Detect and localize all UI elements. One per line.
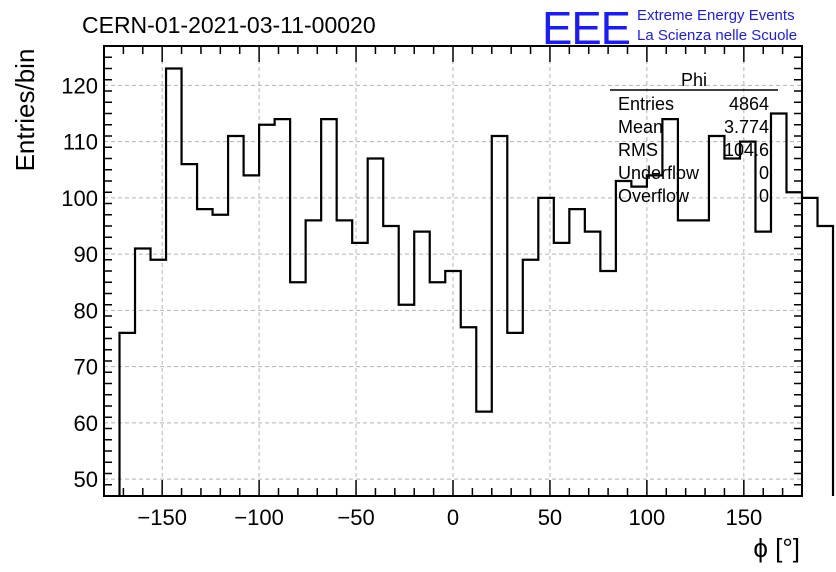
histogram-bin [647, 175, 663, 496]
histogram-bin [631, 187, 647, 496]
histogram-bin [337, 220, 353, 496]
histogram-bin [693, 220, 709, 496]
stats-box: Phi Entries 4864 Mean 3.774 RMS 104.6 Un… [610, 70, 778, 206]
histogram-bin [182, 164, 198, 496]
histogram-bin [476, 412, 492, 496]
histogram-bin [507, 333, 523, 496]
histogram-bin [228, 136, 244, 496]
histogram-bin [321, 119, 337, 496]
x-tick-label: −150 [137, 505, 187, 530]
histogram-bin [306, 220, 322, 496]
stats-value: 104.6 [724, 140, 769, 160]
histogram-bin [244, 175, 260, 496]
y-tick-label: 110 [63, 130, 98, 155]
histogram-bin [755, 232, 771, 496]
histogram-bin [802, 198, 818, 496]
y-tick-label: 50 [74, 467, 98, 492]
histogram-bin [368, 159, 384, 497]
y-tick-label: 90 [74, 242, 98, 267]
y-axis-title: Entries/bin [10, 49, 40, 172]
histogram-bin [259, 125, 275, 496]
histogram-bin [600, 271, 616, 496]
stats-value: 4864 [729, 94, 769, 114]
logo: EEE Extreme Energy Events La Scienza nel… [542, 2, 797, 54]
histogram-bin [492, 136, 508, 496]
x-axis-title: ϕ [°] [753, 533, 800, 563]
stats-title: Phi [681, 70, 707, 90]
histogram-bin [585, 232, 601, 496]
x-tick-label: 100 [629, 505, 666, 530]
stats-label: Underflow [618, 163, 700, 183]
histogram-bin [166, 69, 182, 497]
histogram-bin [569, 209, 585, 496]
histogram-bin [771, 114, 787, 497]
histogram-bin [151, 260, 167, 496]
logo-mark: EEE [542, 2, 630, 54]
histogram-bin [523, 260, 539, 496]
histogram-bin [554, 243, 570, 496]
tick-labels: −150 −100 −50 0 50 100 150 50 60 70 80 90 100 110 120 [61, 73, 762, 530]
histogram-bin [135, 249, 151, 497]
stats-label: Entries [618, 94, 674, 114]
axes [103, 45, 803, 497]
histogram-bin [678, 220, 694, 496]
x-tick-label: 0 [447, 505, 459, 530]
histogram-bin [383, 226, 399, 496]
stats-value: 3.774 [724, 117, 769, 137]
x-tick-label: 150 [725, 505, 762, 530]
histogram [118, 67, 835, 497]
histogram-bin [818, 226, 834, 496]
y-tick-label: 70 [74, 355, 98, 380]
logo-line-1: Extreme Energy Events [637, 7, 795, 24]
x-tick-label: 50 [538, 505, 562, 530]
histogram-bin [538, 198, 554, 496]
stats-label: RMS [618, 140, 658, 160]
histogram-bin [461, 327, 477, 496]
histogram-bin [120, 333, 136, 496]
histogram-bin [616, 181, 632, 496]
histogram-bin [709, 136, 725, 496]
stats-value: 0 [759, 163, 769, 183]
stats-label: Mean [618, 117, 663, 137]
histogram-bin [275, 119, 291, 496]
stats-value: 0 [759, 186, 769, 206]
histogram-bin [290, 282, 306, 496]
histogram-bin [213, 215, 229, 496]
histogram-bin [740, 142, 756, 496]
histogram-bin [724, 159, 740, 497]
x-tick-label: −100 [234, 505, 284, 530]
histogram-bin [445, 271, 461, 496]
stats-label: Overflow [618, 186, 690, 206]
y-tick-label: 60 [74, 411, 98, 436]
histogram-outline [118, 67, 835, 496]
histogram-bin [352, 243, 368, 496]
histogram-bin [414, 232, 430, 496]
histogram-bin [399, 305, 415, 496]
y-tick-label: 80 [74, 298, 98, 323]
x-tick-label: −50 [337, 505, 374, 530]
chart-title: CERN-01-2021-03-11-00020 [82, 12, 376, 38]
histogram-bin [197, 209, 213, 496]
histogram-bin [430, 282, 446, 496]
y-tick-label: 100 [61, 186, 98, 211]
y-tick-label: 120 [61, 73, 98, 98]
logo-line-2: La Scienza nelle Scuole [637, 27, 797, 44]
